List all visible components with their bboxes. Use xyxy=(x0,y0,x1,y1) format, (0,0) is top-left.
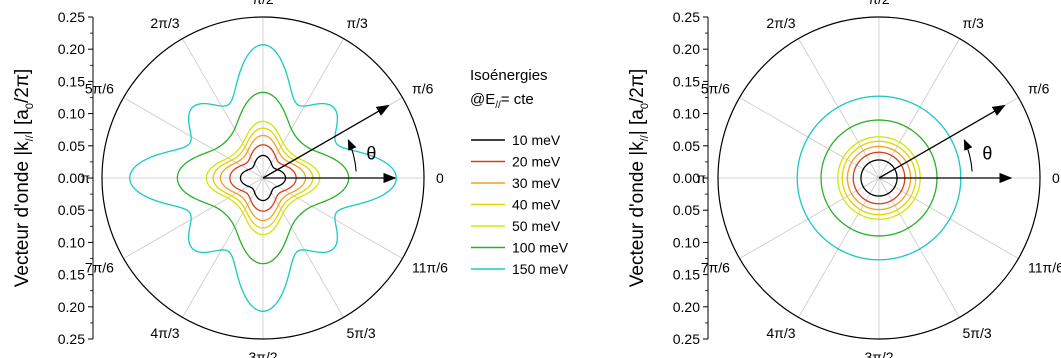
angle-label: 0 xyxy=(1052,170,1060,186)
angle-label: 7π/6 xyxy=(701,260,730,276)
angle-label: π/2 xyxy=(868,0,890,7)
legend-entry: 100 meV xyxy=(512,240,569,256)
radial-tick-label: 0.15 xyxy=(673,267,700,283)
grid-spoke xyxy=(123,177,264,259)
series-curve-50-mev xyxy=(837,136,921,220)
series-curve-10-mev xyxy=(860,159,898,197)
series-curve-20-mev xyxy=(852,151,906,205)
angle-label: π/3 xyxy=(347,15,369,31)
series-curve-50-mev xyxy=(205,120,321,236)
angle-label: π/2 xyxy=(252,0,274,7)
angle-label: 3π/2 xyxy=(864,349,893,358)
radial-tick-label: 0.10 xyxy=(58,106,85,122)
angle-label: 5π/6 xyxy=(701,81,730,97)
angle-label: 2π/3 xyxy=(766,15,795,31)
grid-spoke xyxy=(878,177,960,318)
angle-label: 5π/3 xyxy=(963,325,992,341)
legend-entry: 50 meV xyxy=(512,218,561,234)
angle-label: 4π/3 xyxy=(766,325,795,341)
radial-tick-label: 0.20 xyxy=(58,299,85,315)
grid-spoke xyxy=(798,38,880,179)
grid-spoke xyxy=(262,177,344,318)
radial-tick-label: 0.20 xyxy=(673,299,700,315)
angle-label: π/3 xyxy=(963,15,985,31)
angle-label: π/6 xyxy=(1028,81,1050,97)
grid-spoke xyxy=(798,177,880,318)
radial-tick-label: 0.00 xyxy=(58,170,85,186)
right-polar-chart: θ 0 π/6 π/3 π/2 2π/3 5π/6 π 7π/6 4π/3 3π/2 5π/3 11π/… xyxy=(627,0,1061,358)
angle-label: 2π/3 xyxy=(150,15,179,31)
legend-items: 10 meV 20 meV 30 meV 40 meV 50 meV 100 meV 150… xyxy=(471,132,569,277)
radial-tick-label: 0.20 xyxy=(673,41,700,57)
angle-label: π xyxy=(80,170,90,186)
legend: Isoénergies @E//= cte 10 meV 20 meV 30 meV… xyxy=(470,67,569,277)
angle-label: π xyxy=(696,170,706,186)
angle-label: 7π/6 xyxy=(85,260,114,276)
legend-entry: 20 meV xyxy=(512,154,561,170)
theta-arc xyxy=(347,139,357,172)
outer-circle xyxy=(717,16,1041,340)
angle-label: 3π/2 xyxy=(248,349,277,358)
theta-label: θ xyxy=(366,143,376,163)
radial-tick-label: 0.05 xyxy=(673,202,700,218)
radial-tick-label: 0.15 xyxy=(58,267,85,283)
outer-circle xyxy=(101,16,425,340)
radial-tick-label: 0.10 xyxy=(58,234,85,250)
grid-spoke xyxy=(878,38,960,179)
angle-label: 0 xyxy=(436,170,444,186)
y-axis-label: Vecteur d'onde |k//| [a0/2π] xyxy=(627,69,651,287)
grid-spoke xyxy=(739,97,880,179)
grid-spoke xyxy=(123,97,264,179)
series-curve-100-mev xyxy=(820,119,938,237)
arrow-pi-over-6 xyxy=(878,104,1006,179)
angle-label: π/6 xyxy=(412,81,434,97)
radial-tick-label: 0.05 xyxy=(58,202,85,218)
grid-spoke xyxy=(182,38,264,179)
legend-entry: 10 meV xyxy=(512,132,561,148)
radial-tick-label: 0.05 xyxy=(673,138,700,154)
grid-spoke xyxy=(739,177,880,259)
radial-tick-label: 0.25 xyxy=(673,9,700,25)
radial-tick-label: 0.15 xyxy=(58,73,85,89)
angle-label: 4π/3 xyxy=(150,325,179,341)
angle-label: 11π/6 xyxy=(412,260,448,276)
grid-spoke xyxy=(182,177,264,318)
radial-tick-label: 0.10 xyxy=(673,106,700,122)
grid-spoke xyxy=(262,38,344,179)
series-curve-100-mev xyxy=(176,91,350,265)
y-axis-label: Vecteur d'onde |k//| [a0/2π] xyxy=(12,69,36,287)
series-curve-30-mev xyxy=(219,134,307,222)
legend-entry: 40 meV xyxy=(512,197,561,213)
series-curve-150-mev xyxy=(796,95,962,261)
series-curve-40-mev xyxy=(212,127,314,229)
radial-tick-label: 0.10 xyxy=(673,234,700,250)
left-polar-chart: θ 0 π/6 π/3 π/2 2π/3 5π/6 π 7π/6 4π/3 3π/2 5π/3 11π/… xyxy=(12,0,448,358)
legend-entry: 30 meV xyxy=(512,175,561,191)
grid-spoke xyxy=(878,177,1019,259)
legend-entry: 150 meV xyxy=(512,261,569,277)
arrow-pi-over-6 xyxy=(262,104,390,179)
radial-tick-label: 0.25 xyxy=(58,331,85,347)
series-curve-30-mev xyxy=(846,145,912,211)
series-curve-20-mev xyxy=(229,144,297,212)
legend-title-line1: Isoénergies xyxy=(470,67,548,84)
grid-spoke xyxy=(262,177,403,259)
angle-label: 5π/6 xyxy=(85,81,114,97)
theta-label: θ xyxy=(982,143,992,163)
radial-tick-label: 0.05 xyxy=(58,138,85,154)
series-curve-40-mev xyxy=(841,140,917,216)
radial-tick-label: 0.15 xyxy=(673,73,700,89)
radial-tick-label: 0.20 xyxy=(58,41,85,57)
radial-tick-label: 0.25 xyxy=(673,331,700,347)
radial-tick-label: 0.25 xyxy=(58,9,85,25)
radial-tick-label: 0.00 xyxy=(673,170,700,186)
angle-label: 11π/6 xyxy=(1028,260,1061,276)
series-curve-150-mev xyxy=(129,44,397,312)
series-curve-10-mev xyxy=(239,154,287,202)
legend-title-line2: @E//= cte xyxy=(470,91,534,111)
theta-arc xyxy=(963,139,973,172)
angle-label: 5π/3 xyxy=(347,325,376,341)
